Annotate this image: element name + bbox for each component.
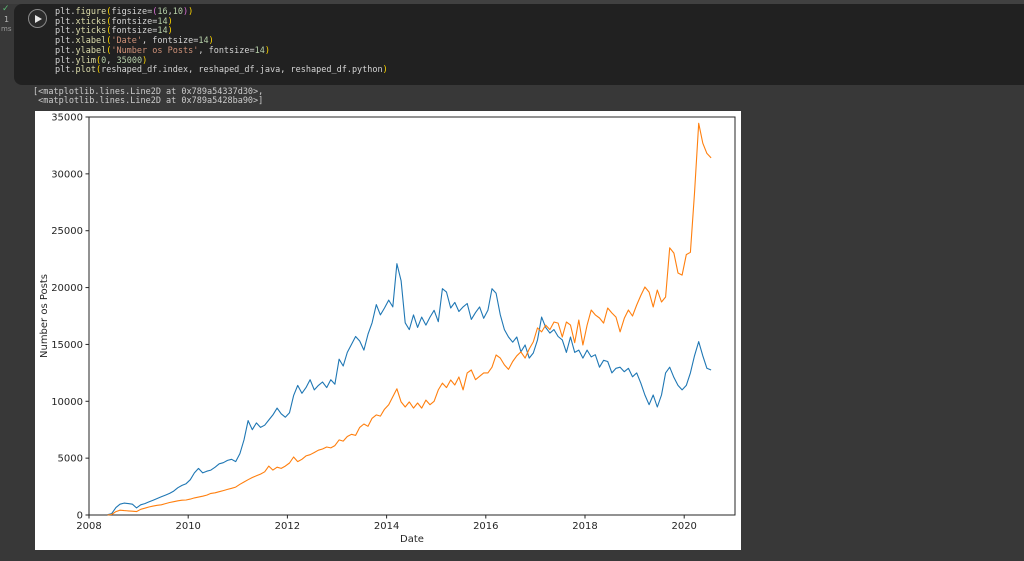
y-tick-label: 35000 xyxy=(51,113,83,124)
series-line-java xyxy=(107,263,712,516)
x-tick-label: 2018 xyxy=(572,521,597,532)
code-editor[interactable]: plt.figure(figsize=(16,10)) plt.xticks(fo… xyxy=(55,7,388,76)
code-cell[interactable]: plt.figure(figsize=(16,10)) plt.xticks(fo… xyxy=(14,4,1024,85)
cell-output-text: [<matplotlib.lines.Line2D at 0x789a54337… xyxy=(33,87,264,107)
y-tick-label: 10000 xyxy=(51,397,83,408)
output-text-line: [<matplotlib.lines.Line2D at 0x789a54337… xyxy=(33,87,264,97)
code-line[interactable]: plt.xlabel('Date', fontsize=14) xyxy=(55,36,214,47)
x-tick-label: 2020 xyxy=(671,521,696,532)
y-tick-label: 30000 xyxy=(51,169,83,180)
y-axis-label: Number os Posts xyxy=(39,274,50,358)
code-line[interactable]: plt.ylim(0, 35000) xyxy=(55,55,148,66)
x-tick-label: 2016 xyxy=(473,521,498,532)
axes-frame xyxy=(88,116,736,516)
y-tick-label: 20000 xyxy=(51,283,83,294)
execution-success-icon: ✓ xyxy=(2,4,10,14)
series-line-python xyxy=(107,122,712,516)
code-line[interactable]: plt.yticks(fontsize=14) xyxy=(55,26,173,37)
toolbar-divider xyxy=(0,0,1024,4)
cell-gutter: ✓ 1 ms xyxy=(0,4,14,85)
y-tick-label: 0 xyxy=(77,511,83,522)
code-line[interactable]: plt.xticks(fontsize=14) xyxy=(55,16,173,27)
y-tick-label: 25000 xyxy=(51,226,83,237)
code-line[interactable]: plt.figure(figsize=(16,10)) xyxy=(55,7,194,17)
play-icon xyxy=(35,14,42,23)
run-cell-button[interactable] xyxy=(28,9,47,28)
figure-output: 0 5000 10000 15000 20000 25000 30000 35000 2008 2… xyxy=(35,111,741,550)
x-tick-label: 2008 xyxy=(76,521,101,532)
execution-count: 1 xyxy=(4,15,10,24)
x-tick-label: 2014 xyxy=(374,521,399,532)
x-tick-label: 2012 xyxy=(275,521,300,532)
output-text-line: <matplotlib.lines.Line2D at 0x789a5428ba… xyxy=(33,96,264,107)
code-line[interactable]: plt.plot(reshaped_df.index, reshaped_df.… xyxy=(55,65,388,76)
code-line[interactable]: plt.ylabel('Number os Posts', fontsize=1… xyxy=(55,45,271,56)
x-tick-label: 2010 xyxy=(175,521,200,532)
y-tick-label: 15000 xyxy=(51,340,83,351)
y-tick-label: 5000 xyxy=(58,454,83,465)
execution-time: ms xyxy=(1,25,12,33)
x-axis-label: Date xyxy=(400,534,424,545)
chart-svg: 0 5000 10000 15000 20000 25000 30000 35000 2008 2… xyxy=(39,113,736,545)
